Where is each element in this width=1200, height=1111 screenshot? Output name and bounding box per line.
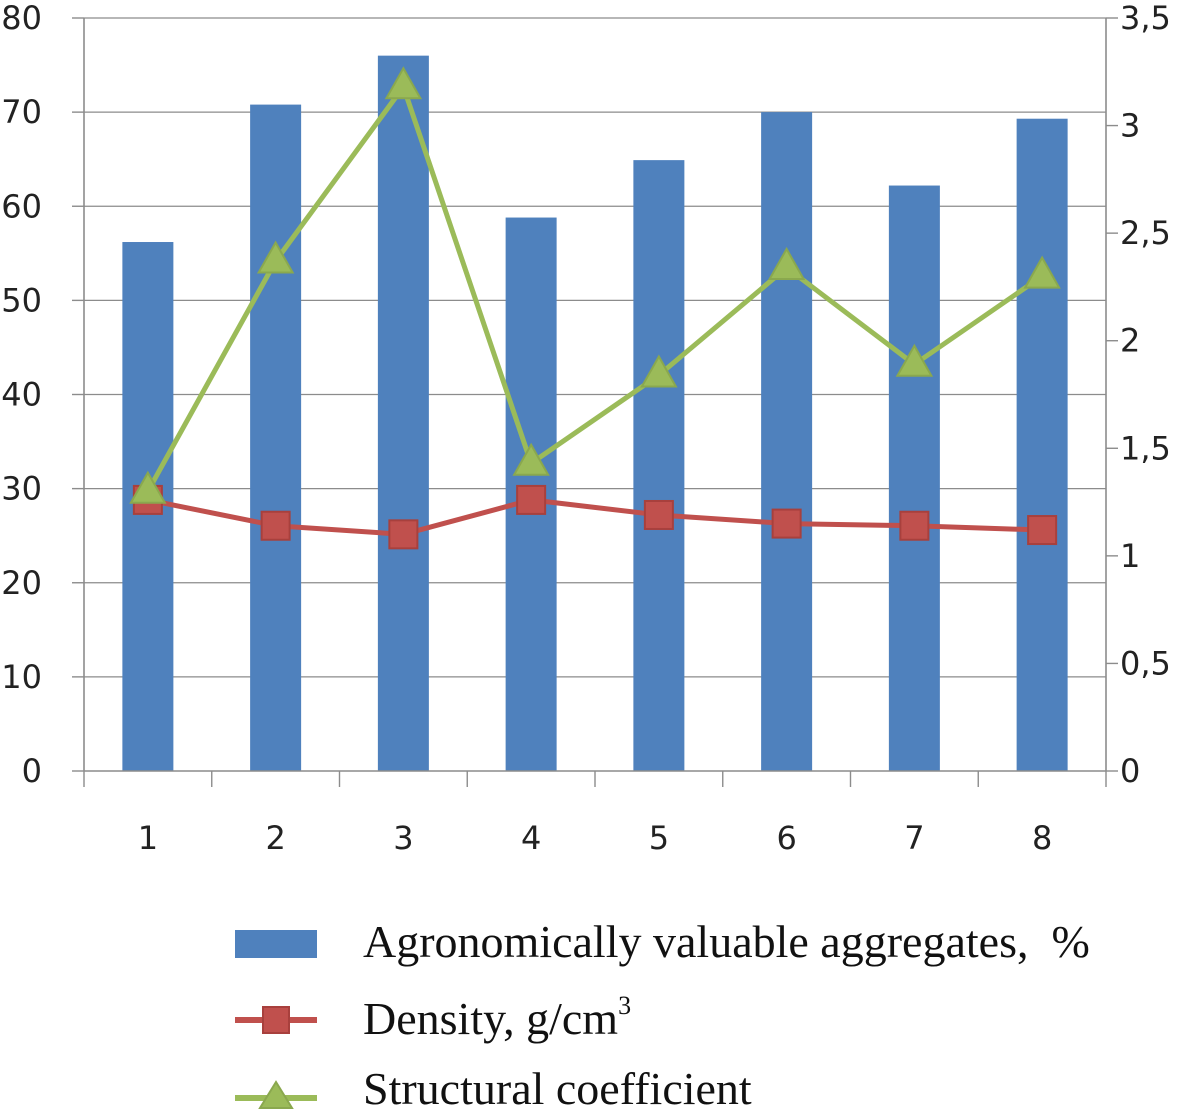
x-tick-label: 5 [649, 819, 669, 857]
right-tick-label: 3 [1120, 107, 1140, 145]
legend-label-density-base: Density, g/cm [363, 993, 618, 1044]
left-tick-label: 70 [1, 93, 42, 131]
right-tick-label: 0,5 [1120, 644, 1171, 682]
tick-labels: 0 10 20 30 40 50 60 70 80 0 0,5 1 1,5 2 2,5 3 3,5 1 2 3 4 5 6 7… [1, 0, 1171, 857]
right-tick-label: 2 [1120, 322, 1140, 360]
left-tick-label: 10 [1, 658, 42, 696]
legend-marker-square [262, 1006, 290, 1034]
left-tick-label: 0 [22, 752, 42, 790]
gridlines [84, 17, 1106, 678]
bar [761, 112, 813, 771]
bar [250, 104, 302, 772]
marker-triangle [256, 240, 295, 274]
right-tick-label: 3,5 [1120, 0, 1171, 37]
bar-series [122, 55, 1068, 772]
marker-triangle [640, 354, 678, 388]
legend-item-structural: Structural coefficient [235, 1063, 752, 1111]
marker-triangle [384, 66, 423, 100]
x-tick-label: 4 [521, 819, 541, 857]
marker-triangle [129, 470, 167, 504]
bar [1016, 118, 1068, 772]
series-line [147, 497, 1043, 537]
legend-label-density-sup: 3 [618, 991, 631, 1020]
x-tick-label: 6 [776, 819, 796, 857]
axes [72, 17, 1118, 787]
line-series [129, 66, 1061, 550]
left-tick-label: 30 [1, 470, 42, 508]
right-tick-label: 0 [1120, 752, 1140, 790]
marker-triangle [512, 442, 550, 476]
legend-item-aggregates: Agronomically valuable aggregates, % [235, 916, 1090, 967]
marker-triangle [895, 343, 934, 377]
legend-item-density: Density, g/cm3 [235, 991, 631, 1044]
marker-square [899, 510, 930, 541]
left-tick-label: 60 [1, 187, 42, 225]
marker-square [260, 510, 291, 541]
left-tick-label: 50 [1, 281, 42, 319]
bar [377, 55, 429, 771]
bar [888, 185, 940, 772]
bar [633, 160, 685, 771]
marker-square [516, 484, 547, 515]
series-line [145, 84, 1044, 493]
x-tick-label: 1 [138, 819, 158, 857]
legend-label-density: Density, g/cm3 [363, 991, 631, 1044]
x-tick-label: 8 [1032, 819, 1052, 857]
left-tick-label: 80 [1, 0, 42, 37]
marker-square [771, 508, 802, 539]
legend: Agronomically valuable aggregates, % Den… [235, 916, 1090, 1111]
right-tick-label: 2,5 [1120, 214, 1171, 252]
left-tick-label: 40 [1, 376, 42, 414]
marker-triangle [767, 246, 806, 280]
right-tick-label: 1,5 [1120, 429, 1171, 467]
right-tick-label: 1 [1120, 537, 1140, 575]
marker-triangle [1023, 255, 1061, 289]
x-tick-label: 7 [904, 819, 924, 857]
legend-swatch-bar [235, 930, 317, 958]
marker-square [643, 499, 674, 530]
legend-label-structural: Structural coefficient [363, 1063, 752, 1111]
marker-square [1027, 515, 1058, 546]
legend-label-aggregates: Agronomically valuable aggregates, % [363, 916, 1090, 967]
legend-marker-triangle [258, 1080, 294, 1109]
left-tick-label: 20 [1, 564, 42, 602]
marker-square [388, 519, 419, 550]
x-tick-label: 2 [265, 819, 285, 857]
x-tick-label: 3 [393, 819, 413, 857]
